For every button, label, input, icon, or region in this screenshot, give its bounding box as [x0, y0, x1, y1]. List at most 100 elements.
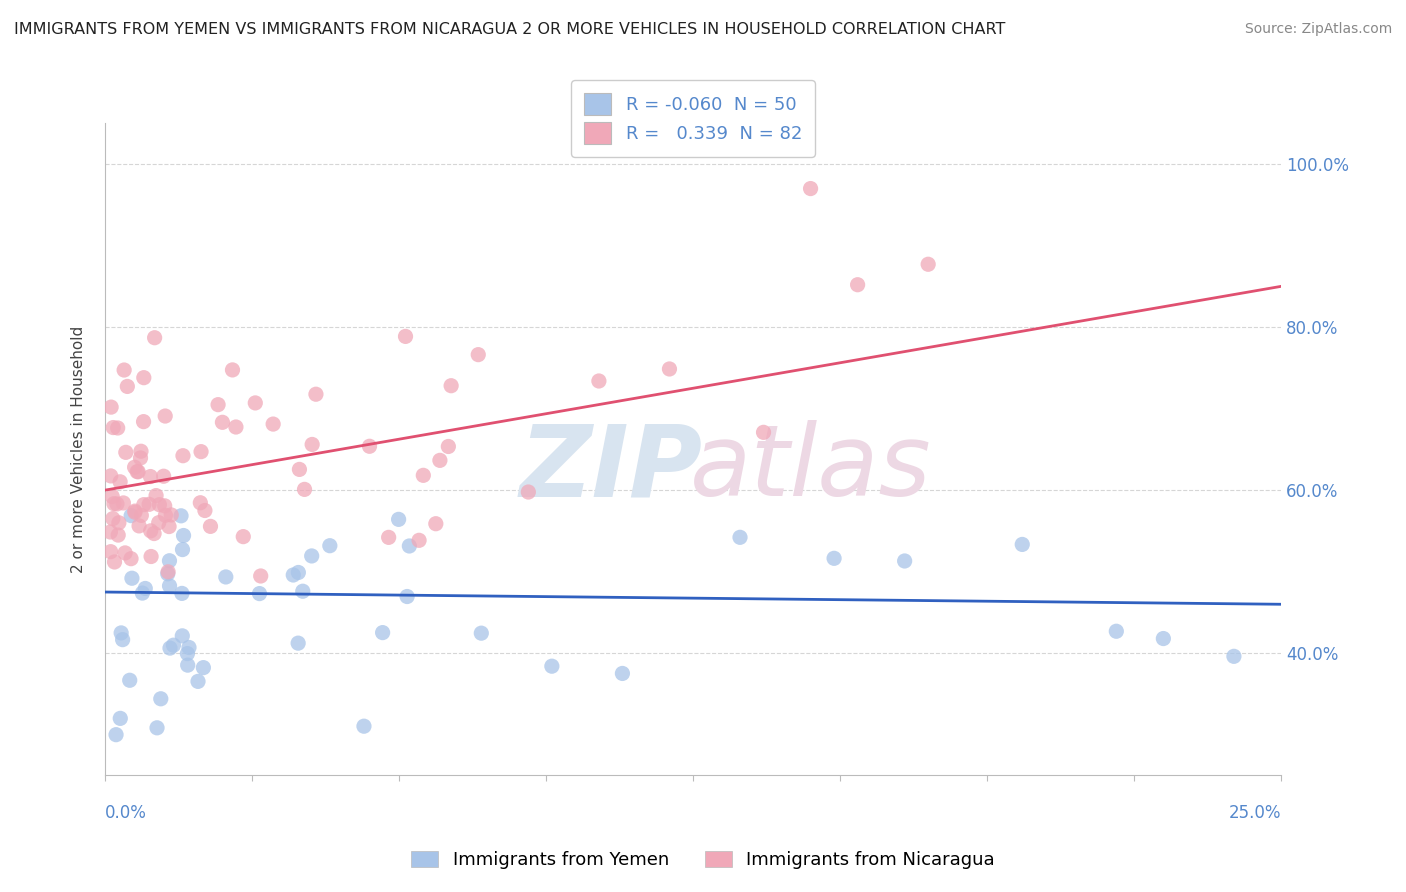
Point: [917, 257, 939, 271]
Point: [162, 638, 184, 652]
Point: [287, 566, 309, 580]
Point: [100, 469, 122, 483]
Point: [517, 485, 540, 500]
Point: [160, 508, 183, 522]
Point: [225, 420, 247, 434]
Point: [157, 519, 180, 533]
Text: ZIP: ZIP: [519, 420, 702, 517]
Point: [188, 496, 211, 510]
Point: [353, 719, 375, 733]
Point: [139, 549, 162, 564]
Point: [152, 469, 174, 483]
Point: [159, 554, 181, 568]
Point: [176, 658, 198, 673]
Point: [1011, 537, 1033, 551]
Point: [283, 568, 305, 582]
Legend: Immigrants from Yemen, Immigrants from Nicaragua: Immigrants from Yemen, Immigrants from N…: [402, 842, 1004, 879]
Point: [187, 674, 209, 689]
Point: [103, 497, 125, 511]
Point: [139, 469, 162, 483]
Point: [110, 626, 132, 640]
Point: [541, 659, 564, 673]
Point: [262, 417, 284, 431]
Point: [193, 660, 215, 674]
Point: [377, 530, 399, 544]
Point: [100, 544, 122, 558]
Point: [132, 498, 155, 512]
Point: [388, 512, 411, 526]
Point: [429, 453, 451, 467]
Point: [132, 415, 155, 429]
Point: [172, 449, 194, 463]
Point: [129, 450, 152, 465]
Point: [398, 539, 420, 553]
Point: [132, 370, 155, 384]
Text: 0.0%: 0.0%: [105, 804, 146, 822]
Point: [143, 331, 166, 345]
Point: [172, 542, 194, 557]
Point: [207, 398, 229, 412]
Point: [467, 348, 489, 362]
Point: [588, 374, 610, 388]
Point: [118, 673, 141, 688]
Point: [412, 468, 434, 483]
Point: [190, 444, 212, 458]
Point: [134, 582, 156, 596]
Point: [131, 508, 153, 523]
Point: [121, 571, 143, 585]
Point: [1105, 624, 1128, 639]
Point: [148, 516, 170, 530]
Point: [359, 439, 381, 453]
Point: [437, 440, 460, 454]
Point: [1223, 649, 1246, 664]
Point: [108, 475, 131, 489]
Point: [139, 524, 162, 538]
Point: [800, 181, 823, 195]
Point: [176, 647, 198, 661]
Point: [127, 465, 149, 479]
Point: [98, 809, 121, 823]
Point: [893, 554, 915, 568]
Point: [148, 498, 170, 512]
Point: [131, 586, 153, 600]
Point: [153, 499, 176, 513]
Point: [101, 511, 124, 525]
Point: [752, 425, 775, 440]
Point: [470, 626, 492, 640]
Point: [153, 409, 176, 423]
Point: [120, 508, 142, 523]
Point: [245, 396, 267, 410]
Point: [305, 387, 328, 401]
Point: [128, 519, 150, 533]
Point: [112, 496, 135, 510]
Text: 25.0%: 25.0%: [1229, 804, 1281, 822]
Point: [107, 528, 129, 542]
Point: [117, 379, 139, 393]
Point: [143, 526, 166, 541]
Point: [111, 632, 134, 647]
Point: [101, 490, 124, 504]
Point: [103, 555, 125, 569]
Point: [157, 565, 180, 579]
Point: [110, 711, 132, 725]
Point: [112, 363, 135, 377]
Point: [100, 524, 122, 539]
Point: [105, 728, 128, 742]
Point: [103, 420, 125, 434]
Point: [408, 533, 430, 548]
Point: [371, 625, 394, 640]
Point: [249, 586, 271, 600]
Point: [211, 415, 233, 429]
Point: [301, 549, 323, 563]
Point: [124, 505, 146, 519]
Point: [145, 489, 167, 503]
Point: [107, 421, 129, 435]
Legend: R = -0.060  N = 50, R =   0.339  N = 82: R = -0.060 N = 50, R = 0.339 N = 82: [571, 80, 814, 157]
Point: [149, 691, 172, 706]
Point: [394, 329, 416, 343]
Point: [425, 516, 447, 531]
Point: [159, 641, 181, 656]
Point: [124, 460, 146, 475]
Point: [1152, 632, 1174, 646]
Point: [221, 363, 243, 377]
